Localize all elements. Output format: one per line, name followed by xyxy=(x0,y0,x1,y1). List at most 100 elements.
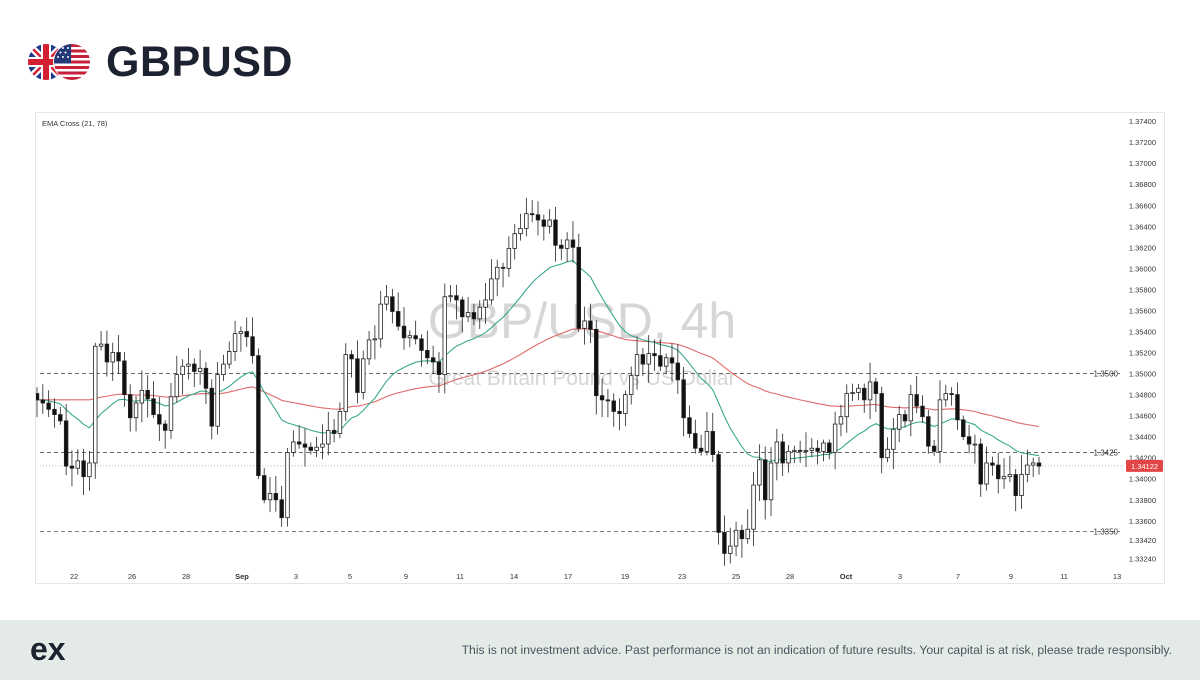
candle-bull xyxy=(745,528,750,540)
y-tick-label: 1.33600 xyxy=(1129,517,1156,526)
x-tick-label: 13 xyxy=(1113,572,1121,581)
candle-bear xyxy=(926,416,931,447)
candle-bear xyxy=(588,320,593,330)
candle-bull xyxy=(937,399,943,452)
candle-bull xyxy=(547,219,552,227)
candle-bull xyxy=(384,296,389,305)
candle-bear xyxy=(570,239,576,248)
candle-bear xyxy=(990,462,995,466)
candle-bear xyxy=(331,429,337,434)
x-tick-label: 11 xyxy=(1060,572,1068,581)
level-label: 1.3425 xyxy=(1094,448,1119,457)
candle-bear xyxy=(116,352,121,362)
candle-bull xyxy=(856,387,861,393)
candle-bull xyxy=(291,441,296,453)
candle-bear xyxy=(617,411,622,414)
candle-bear xyxy=(862,387,867,401)
candle-bull xyxy=(133,402,139,419)
candle-bull xyxy=(844,393,849,418)
candle-bear xyxy=(1013,474,1018,496)
candle-bull xyxy=(832,423,838,453)
x-tick-label: 26 xyxy=(128,572,136,581)
candle-bear xyxy=(355,358,360,393)
candle-bear xyxy=(436,361,442,376)
candle-bull xyxy=(751,484,756,530)
y-tick-label: 1.35600 xyxy=(1129,306,1156,315)
x-tick-label: 28 xyxy=(786,572,794,581)
candle-bull xyxy=(238,331,244,334)
x-tick-label: 19 xyxy=(621,572,629,581)
candle-bull xyxy=(93,345,98,464)
y-tick-label: 1.33420 xyxy=(1129,536,1156,545)
current-price-label: 1.34122 xyxy=(1131,462,1158,471)
candle-bull xyxy=(634,354,640,377)
candle-bull xyxy=(174,374,180,398)
y-tick-label: 1.36800 xyxy=(1129,180,1156,189)
y-tick-label: 1.33800 xyxy=(1129,496,1156,505)
candle-bear xyxy=(63,420,69,467)
x-tick-label: 9 xyxy=(1009,572,1013,581)
candle-bull xyxy=(465,312,471,318)
x-tick-label: 7 xyxy=(956,572,960,581)
chart-panel[interactable]: GBP/USD, 4h Great Britain Pound vs US Do… xyxy=(35,112,1165,584)
candle-bear xyxy=(687,417,692,434)
y-tick-label: 1.37400 xyxy=(1129,117,1156,126)
footer: ex This is not investment advice. Past p… xyxy=(0,620,1200,680)
candle-bull xyxy=(168,396,174,431)
footer-logo-text: ex xyxy=(30,634,66,666)
candle-bull xyxy=(774,441,780,464)
pair-title: GBPUSD xyxy=(106,37,293,86)
candle-bear xyxy=(762,459,768,501)
candle-bear xyxy=(920,405,925,418)
candle-bear xyxy=(58,414,63,422)
candle-bear xyxy=(296,441,302,445)
candle-bear xyxy=(681,379,686,419)
y-tick-label: 1.34200 xyxy=(1129,454,1156,463)
candle-bull xyxy=(326,429,331,445)
level-label: 1.3350 xyxy=(1094,527,1119,536)
x-tick-label: Sep xyxy=(235,572,249,581)
candle-bear xyxy=(978,443,983,485)
candle-bull xyxy=(1030,462,1036,466)
candle-bull xyxy=(1007,474,1013,478)
candle-bear xyxy=(302,443,308,448)
watermark-title: GBP/USD, 4h xyxy=(428,293,736,349)
candle-bear xyxy=(535,214,541,221)
disclaimer-text: This is not investment advice. Past perf… xyxy=(461,643,1172,657)
candle-bear xyxy=(1036,462,1042,467)
candle-bull xyxy=(809,447,815,451)
candle-bull xyxy=(786,450,791,464)
candle-bear xyxy=(425,350,430,359)
y-tick-label: 1.37000 xyxy=(1129,159,1156,168)
candle-bull xyxy=(663,357,669,367)
candle-bear xyxy=(471,312,477,320)
candle-bull xyxy=(792,449,797,452)
x-tick-label: Oct xyxy=(840,572,853,581)
candle-bull xyxy=(343,354,348,412)
candle-bear xyxy=(879,393,884,459)
candle-bear xyxy=(949,393,954,395)
candle-bull xyxy=(98,343,104,347)
candle-bull xyxy=(215,374,220,427)
candle-bull xyxy=(891,428,896,450)
y-axis: 1.37400 1.37200 1.37000 1.36800 1.36600 1.364… xyxy=(1126,117,1163,564)
candle-bear xyxy=(605,399,611,402)
candle-bear xyxy=(500,266,506,269)
candle-bear xyxy=(157,414,162,425)
candle-bear xyxy=(966,436,972,445)
candle-bull xyxy=(442,296,447,376)
candle-bull xyxy=(267,493,273,501)
candle-bear xyxy=(162,423,168,431)
y-tick-label: 1.36600 xyxy=(1129,201,1156,210)
y-tick-label: 1.37200 xyxy=(1129,138,1156,147)
candle-bull xyxy=(803,449,809,452)
candle-bear xyxy=(151,398,156,415)
candlestick-chart[interactable]: GBP/USD, 4h Great Britain Pound vs US Do… xyxy=(36,113,1166,585)
y-tick-label: 1.33240 xyxy=(1129,555,1156,564)
x-axis: 22 26 28 Sep 3 5 9 11 14 17 19 23 25 28 Oct 3 7 9 11 13 xyxy=(70,572,1121,581)
candle-bear xyxy=(395,311,401,327)
candle-bear xyxy=(599,395,605,401)
candle-bear xyxy=(797,449,803,452)
candle-bear xyxy=(279,499,284,519)
candle-bull xyxy=(943,393,948,401)
